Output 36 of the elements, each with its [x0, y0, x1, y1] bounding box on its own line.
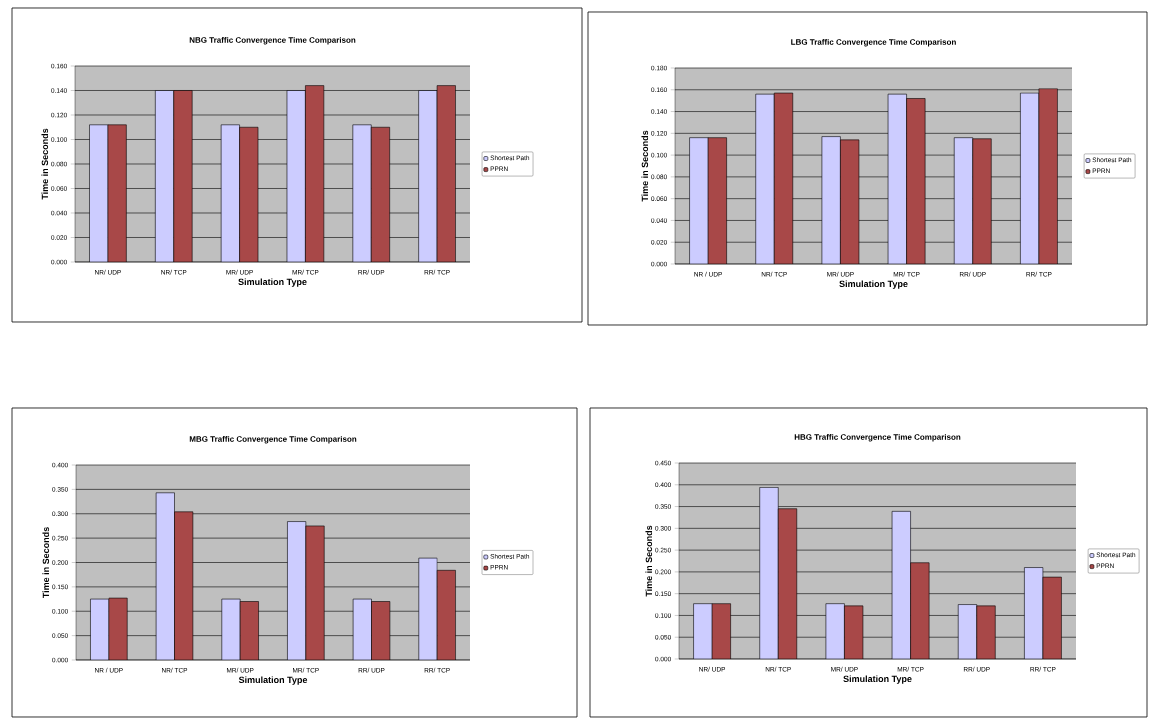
bar: [89, 124, 109, 262]
chart-title: LBG Traffic Convergence Time Comparison: [791, 38, 956, 47]
bar: [174, 511, 194, 660]
bar: [436, 570, 456, 660]
x-axis-title: Simulation Type: [238, 676, 308, 685]
chart-title: NBG Traffic Convergence Time Comparison: [189, 36, 356, 45]
x-axis-title: Simulation Type: [843, 675, 912, 684]
bar: [418, 90, 438, 262]
bar: [371, 601, 391, 660]
bar: [287, 521, 307, 660]
bar: [239, 601, 259, 660]
y-axis-title: Time in Seconds: [645, 525, 653, 597]
y-axis-title: Time in Seconds: [641, 130, 649, 202]
bar: [352, 124, 372, 262]
bar: [173, 90, 193, 262]
chart-title: HBG Traffic Convergence Time Comparison: [794, 433, 961, 442]
bar: [286, 90, 306, 262]
bar: [305, 85, 325, 262]
bar: [108, 597, 128, 660]
bar: [436, 85, 456, 262]
x-axis-title: Simulation Type: [839, 280, 908, 289]
bar: [370, 126, 390, 262]
bar: [220, 124, 240, 262]
bar: [90, 598, 110, 660]
y-axis-title: Time in Seconds: [42, 527, 50, 599]
bar: [221, 598, 241, 660]
bar: [107, 124, 127, 262]
bar: [239, 126, 259, 262]
bar: [305, 525, 325, 660]
y-axis-title: Time in Seconds: [41, 128, 49, 200]
bar: [155, 90, 175, 262]
bar: [418, 557, 438, 660]
x-axis-title: Simulation Type: [238, 278, 307, 287]
chart-title: MBG Traffic Convergence Time Comparison: [189, 435, 357, 444]
bar: [155, 492, 175, 660]
bar: [352, 598, 372, 660]
